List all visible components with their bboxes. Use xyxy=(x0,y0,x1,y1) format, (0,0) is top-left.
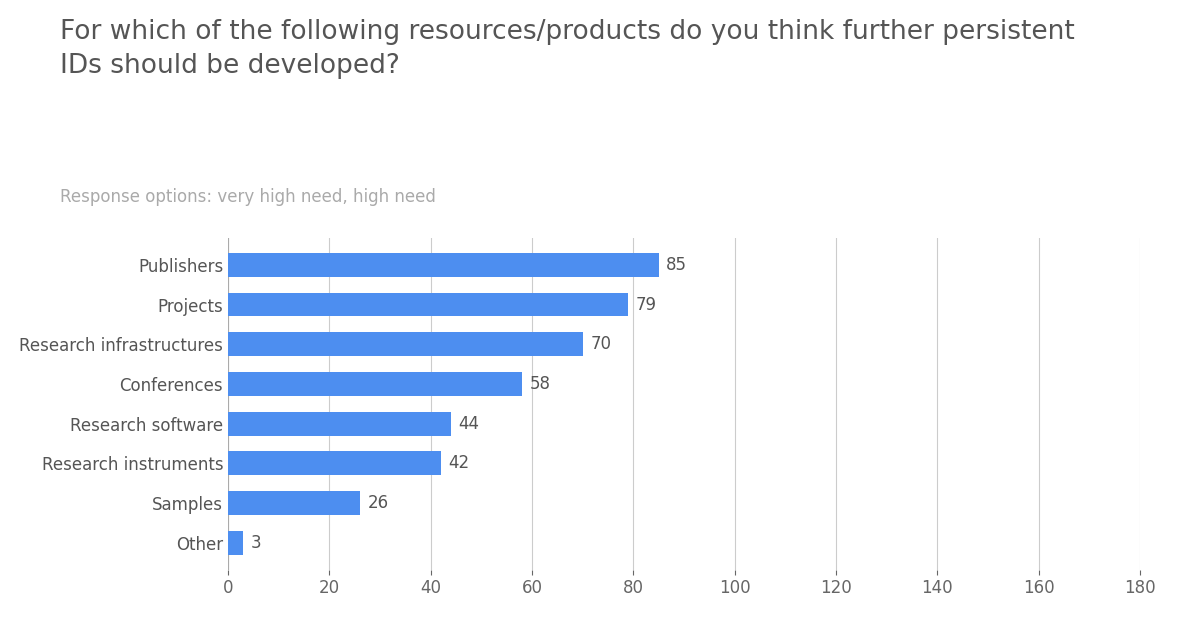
Bar xyxy=(228,253,659,277)
Bar xyxy=(228,372,522,396)
Bar xyxy=(228,491,360,515)
Text: For which of the following resources/products do you think further persistent
ID: For which of the following resources/pro… xyxy=(60,19,1075,79)
Text: 26: 26 xyxy=(367,494,389,512)
Text: 3: 3 xyxy=(251,534,262,552)
Text: 58: 58 xyxy=(529,375,551,393)
Text: 44: 44 xyxy=(458,414,480,433)
Bar xyxy=(228,412,451,436)
Text: 70: 70 xyxy=(590,336,611,353)
Text: 42: 42 xyxy=(449,454,469,472)
Bar xyxy=(228,531,244,555)
Bar xyxy=(228,451,440,475)
Text: Response options: very high need, high need: Response options: very high need, high n… xyxy=(60,188,436,206)
Text: 79: 79 xyxy=(636,295,656,314)
Bar xyxy=(228,332,583,356)
Bar xyxy=(228,292,629,317)
Text: 85: 85 xyxy=(666,256,688,274)
